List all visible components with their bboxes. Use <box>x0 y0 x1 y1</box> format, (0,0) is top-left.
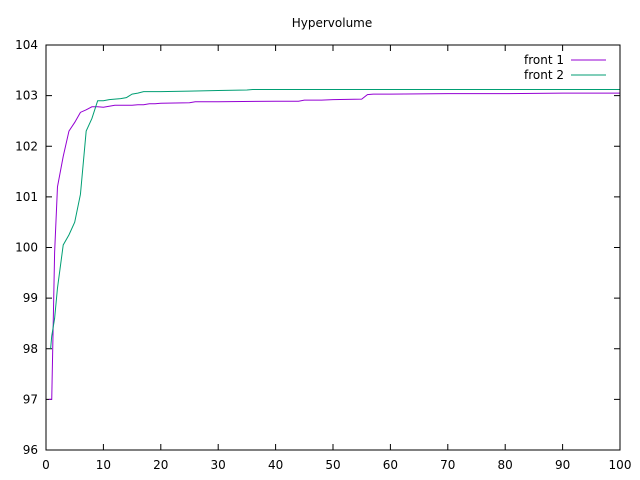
plot-border <box>45 44 621 451</box>
x-tick-label: 20 <box>153 458 168 472</box>
y-tick-label: 104 <box>15 38 38 52</box>
x-tick-label: 30 <box>211 458 226 472</box>
series-line-2 <box>50 89 620 349</box>
y-tick-label: 98 <box>23 342 38 356</box>
x-tick-label: 100 <box>609 458 632 472</box>
x-tick-label: 70 <box>440 458 455 472</box>
legend-label: front 1 <box>524 53 564 67</box>
x-tick-label: 10 <box>96 458 111 472</box>
x-tick-label: 80 <box>498 458 513 472</box>
y-tick-label: 96 <box>23 443 38 457</box>
x-tick-label: 50 <box>325 458 340 472</box>
y-tick-label: 99 <box>23 291 38 305</box>
y-tick-label: 100 <box>15 241 38 255</box>
chart-title: Hypervolume <box>292 16 373 30</box>
series-line-1 <box>48 92 620 400</box>
y-tick-label: 97 <box>23 392 38 406</box>
x-tick-label: 40 <box>268 458 283 472</box>
legend-label: front 2 <box>524 68 564 82</box>
y-tick-label: 102 <box>15 139 38 153</box>
y-tick-label: 103 <box>15 89 38 103</box>
y-tick-label: 101 <box>15 190 38 204</box>
x-tick-label: 60 <box>383 458 398 472</box>
x-tick-label: 0 <box>42 458 50 472</box>
x-tick-label: 90 <box>555 458 570 472</box>
